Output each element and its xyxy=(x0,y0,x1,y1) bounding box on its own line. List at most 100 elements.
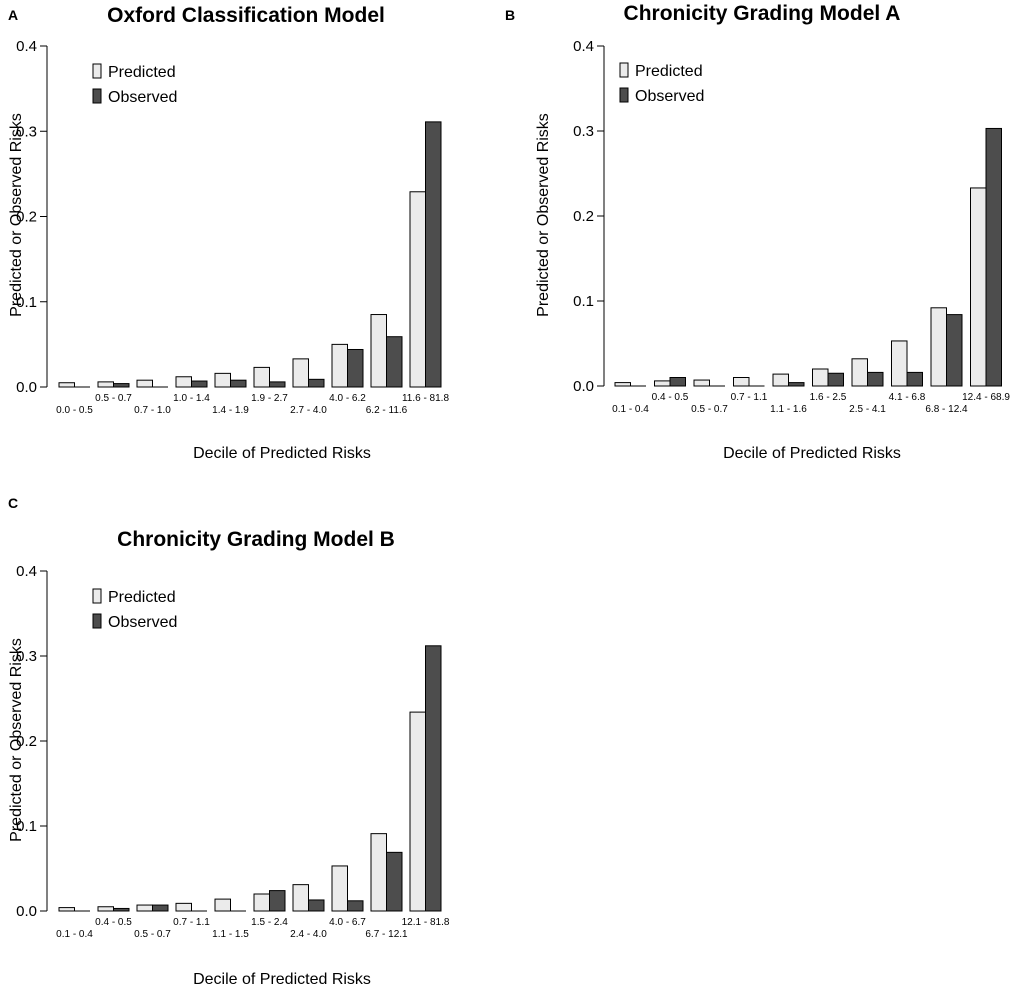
bar-observed xyxy=(230,379,247,388)
chart-panel-b: B Chronicity Grading Model A 0.0 0.1 0.2 0.3 0… xyxy=(505,2,1010,462)
bar-predicted xyxy=(97,906,114,912)
bar-predicted xyxy=(331,865,348,912)
bar-predicted xyxy=(772,373,789,387)
bar-predicted xyxy=(812,368,829,387)
bar-predicted xyxy=(97,381,114,388)
bar-predicted xyxy=(58,382,75,388)
bar-predicted xyxy=(175,376,192,388)
bar-predicted xyxy=(970,187,987,387)
bar-observed xyxy=(906,371,923,387)
bar-predicted xyxy=(930,307,947,387)
x-tick-label: 0.5 - 0.7 xyxy=(95,393,132,404)
bar-observed xyxy=(347,900,364,912)
bar-observed xyxy=(788,382,805,387)
x-tick-label: 0.1 - 0.4 xyxy=(612,404,649,415)
bar-observed xyxy=(946,314,963,387)
chart-title: Oxford Classification Model xyxy=(107,4,385,27)
bar-observed xyxy=(386,851,403,912)
x-tick-label: 2.5 - 4.1 xyxy=(849,404,886,415)
chart-panel-c: C Chronicity Grading Model B 0.0 0.1 0.2 0.3 0… xyxy=(8,495,450,988)
x-axis-label: Decile of Predicted Risks xyxy=(723,445,901,462)
legend-label: Observed xyxy=(108,89,177,106)
bar-observed xyxy=(113,907,130,912)
x-tick-label: 4.0 - 6.2 xyxy=(329,393,366,404)
x-tick-label: 1.6 - 2.5 xyxy=(810,392,847,403)
bar-predicted xyxy=(693,379,710,387)
x-tick-label: 2.7 - 4.0 xyxy=(290,405,327,416)
bar-predicted xyxy=(654,380,671,387)
bar-predicted xyxy=(292,358,309,388)
y-tick-label: 0.4 xyxy=(573,38,594,55)
y-tick-label: 0.1 xyxy=(573,293,594,310)
bar-observed xyxy=(985,127,1002,387)
x-tick-label: 12.1 - 81.8 xyxy=(402,917,450,928)
x-tick-label: 1.9 - 2.7 xyxy=(251,393,288,404)
x-tick-label: 6.7 - 12.1 xyxy=(365,929,408,940)
y-tick-label: 0.0 xyxy=(16,903,37,920)
bar-observed xyxy=(191,380,208,388)
legend: Predicted Observed xyxy=(619,62,704,105)
bar-predicted xyxy=(292,884,309,912)
x-tick-label: 11.6 - 81.8 xyxy=(402,393,450,404)
bar-predicted xyxy=(733,377,750,387)
x-tick-label: 0.1 - 0.4 xyxy=(56,929,93,940)
bar-predicted xyxy=(58,907,75,912)
bar-observed xyxy=(269,381,286,388)
bar-observed xyxy=(827,372,844,387)
x-tick-label: 2.4 - 4.0 xyxy=(290,929,327,940)
legend-swatch-predicted xyxy=(619,62,629,78)
bar-predicted xyxy=(331,343,348,388)
x-tick-label: 0.7 - 1.1 xyxy=(173,917,210,928)
y-tick-label: 0.3 xyxy=(16,648,37,665)
legend-swatch-observed xyxy=(619,87,629,103)
y-tick-label: 0.1 xyxy=(16,818,37,835)
legend-label: Observed xyxy=(635,88,704,105)
bar-observed xyxy=(386,336,403,388)
bar-observed xyxy=(113,383,130,388)
bar-predicted xyxy=(253,366,270,388)
y-axis-label: Predicted or Observed Risks xyxy=(535,113,552,317)
x-tick-label: 6.2 - 11.6 xyxy=(366,405,408,416)
bar-predicted xyxy=(370,314,387,388)
y-tick-label: 0.2 xyxy=(16,733,37,750)
x-tick-label: 1.1 - 1.5 xyxy=(212,929,249,940)
x-tick-label: 0.5 - 0.7 xyxy=(691,404,728,415)
x-tick-label: 1.4 - 1.9 xyxy=(212,405,249,416)
y-tick-label: 0.3 xyxy=(16,123,37,140)
y-tick-label: 0.0 xyxy=(573,378,594,395)
bar-predicted xyxy=(214,372,231,388)
bar-observed xyxy=(347,348,364,388)
bar-predicted xyxy=(136,379,153,388)
x-tick-label: 0.7 - 1.1 xyxy=(731,392,768,403)
chart-panel-a: A Oxford Classification Model 0.0 0.1 0.2 0.3… xyxy=(8,4,449,462)
x-tick-label: 0.4 - 0.5 xyxy=(95,917,132,928)
bar-observed xyxy=(308,378,325,388)
bar-predicted xyxy=(175,902,192,912)
bar-observed xyxy=(152,904,169,912)
y-axis-label: Predicted or Observed Risks xyxy=(8,113,25,317)
bar-observed xyxy=(269,890,286,912)
y-tick-label: 0.4 xyxy=(16,38,37,55)
y-tick-label: 0.1 xyxy=(16,294,37,311)
legend-swatch-observed xyxy=(92,88,102,104)
x-tick-label: 4.1 - 6.8 xyxy=(889,392,926,403)
x-tick-label: 1.0 - 1.4 xyxy=(173,393,210,404)
x-tick-label: 0.4 - 0.5 xyxy=(652,392,689,403)
panel-letter: A xyxy=(8,7,18,23)
x-tick-label: 0.5 - 0.7 xyxy=(134,929,171,940)
x-tick-label: 0.0 - 0.5 xyxy=(56,405,93,416)
legend-label: Predicted xyxy=(108,589,176,606)
y-tick-label: 0.3 xyxy=(573,123,594,140)
bar-predicted xyxy=(409,711,426,912)
x-tick-label: 1.1 - 1.6 xyxy=(770,404,807,415)
x-tick-label: 0.7 - 1.0 xyxy=(134,405,171,416)
legend: Predicted Observed xyxy=(92,63,177,106)
legend-label: Observed xyxy=(108,614,177,631)
legend: Predicted Observed xyxy=(92,588,177,631)
bar-predicted xyxy=(891,340,908,387)
bar-predicted xyxy=(409,191,426,388)
x-axis-label: Decile of Predicted Risks xyxy=(193,445,371,462)
chart-title: Chronicity Grading Model B xyxy=(117,528,395,551)
legend-swatch-predicted xyxy=(92,588,102,604)
